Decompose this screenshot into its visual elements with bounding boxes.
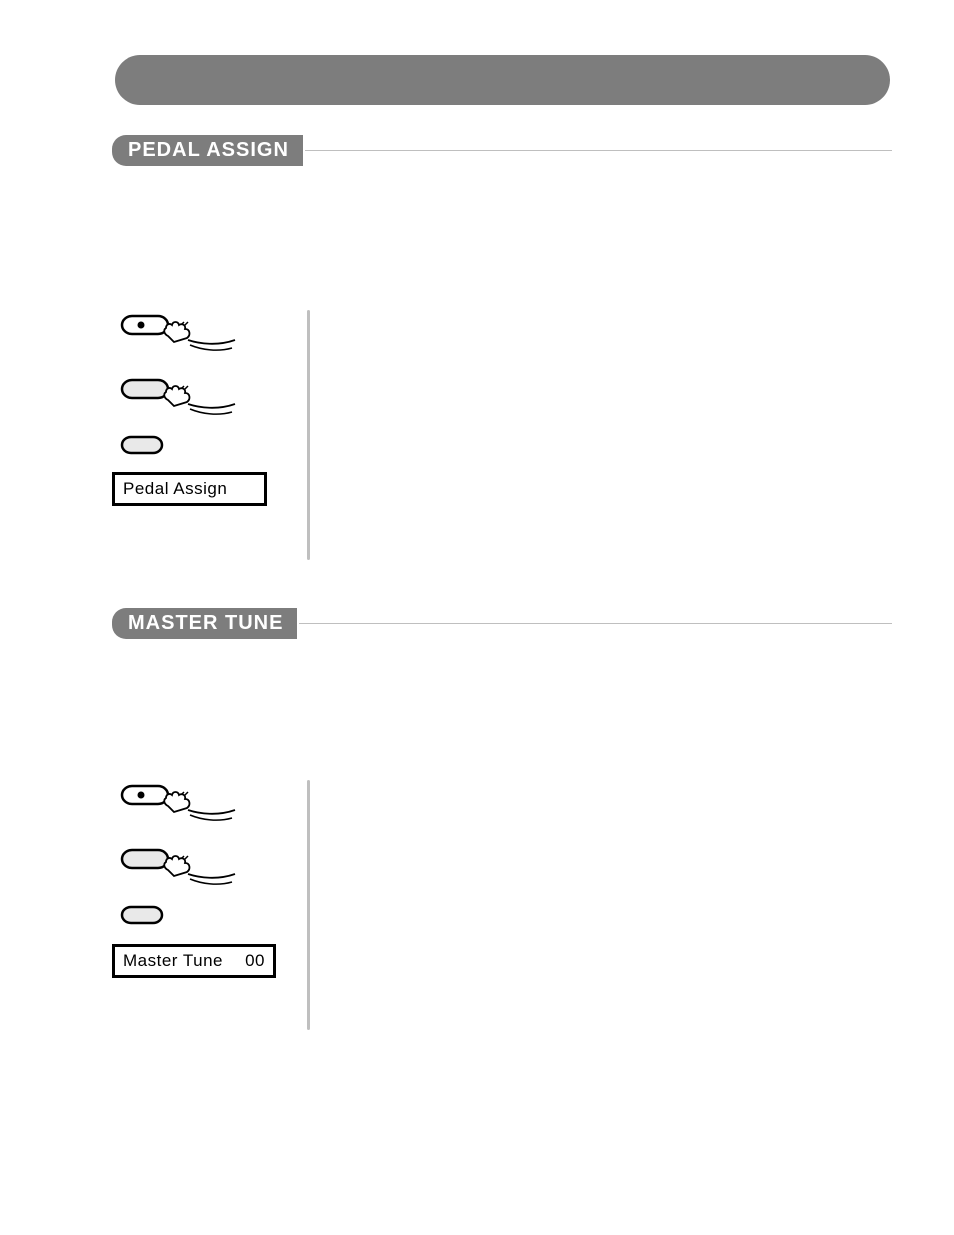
press-hand-icon: [164, 386, 235, 414]
button-icon: [120, 903, 180, 933]
header-banner: [115, 55, 890, 105]
function-button-with-dot-icon: [120, 780, 270, 825]
tune-icon-group: [120, 780, 270, 933]
press-hand-icon: [164, 322, 235, 350]
section-rule: [299, 623, 892, 624]
section-rule: [305, 150, 892, 151]
lcd-label: Pedal Assign: [123, 479, 227, 499]
section-title-tune: MASTER TUNE: [112, 608, 297, 639]
menu-button-icon: [120, 844, 270, 889]
section-header-pedal: PEDAL ASSIGN: [112, 135, 892, 166]
section-title-pedal: PEDAL ASSIGN: [112, 135, 303, 166]
menu-button-icon: [120, 374, 270, 419]
press-hand-icon: [164, 792, 235, 820]
lcd-label: Master Tune: [123, 951, 223, 971]
section-header-tune: MASTER TUNE: [112, 608, 892, 639]
lcd-value: 00: [245, 951, 265, 971]
button-icon: [120, 433, 180, 463]
press-hand-icon: [164, 856, 235, 884]
function-button-with-dot-icon: [120, 310, 270, 355]
vertical-divider: [307, 780, 310, 1030]
pedal-icon-group: [120, 310, 270, 463]
lcd-tune: Master Tune 00: [112, 944, 276, 978]
lcd-pedal: Pedal Assign: [112, 472, 267, 506]
vertical-divider: [307, 310, 310, 560]
